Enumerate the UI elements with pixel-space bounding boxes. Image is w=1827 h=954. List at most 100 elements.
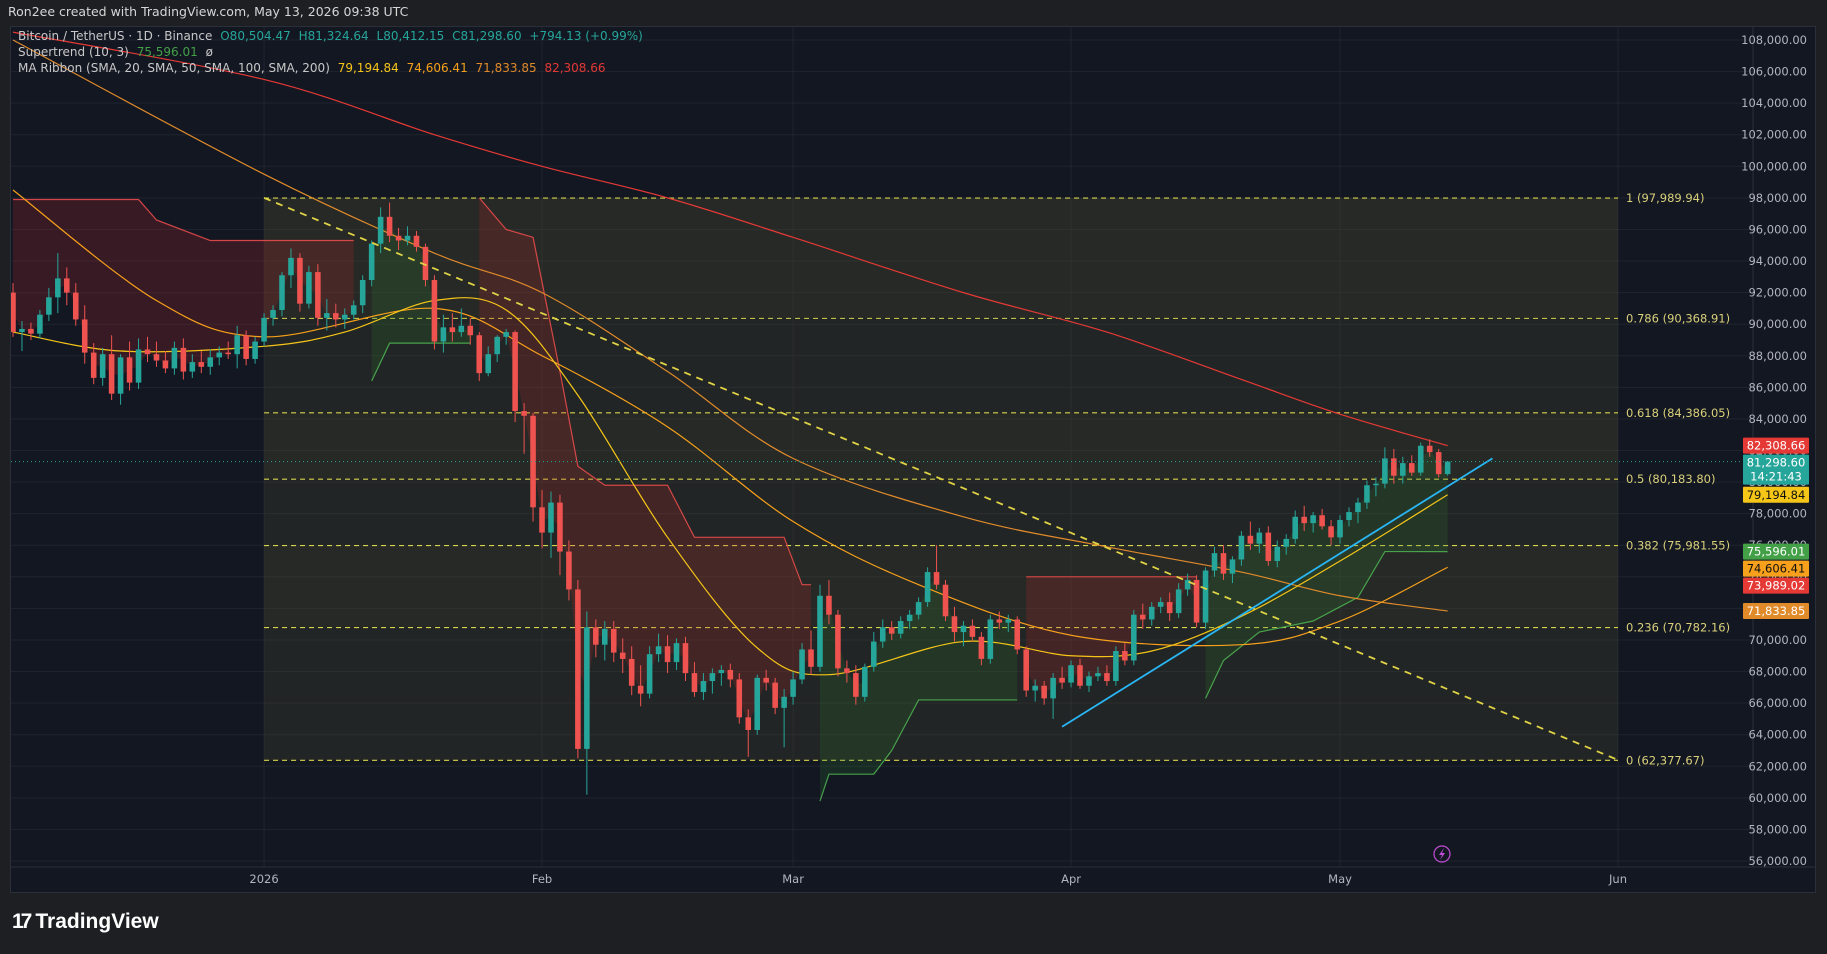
candle-body bbox=[673, 643, 680, 663]
candle bbox=[1355, 497, 1361, 524]
supertrend-label[interactable]: Supertrend (10, 3) bbox=[18, 45, 129, 59]
tradingview-logo[interactable]: 17 TradingView bbox=[12, 910, 159, 934]
candle-body bbox=[162, 360, 169, 369]
symbol-name[interactable]: Bitcoin / TetherUS · 1D · Binance bbox=[18, 29, 213, 43]
candle bbox=[1444, 461, 1451, 476]
fib-level-label: 0.236 (70,782.16) bbox=[1626, 621, 1730, 635]
candle bbox=[386, 202, 393, 243]
candle bbox=[646, 646, 653, 699]
candle bbox=[790, 671, 796, 705]
fib-zone bbox=[264, 627, 1618, 761]
candle-body bbox=[781, 696, 787, 708]
candle-body bbox=[368, 243, 375, 280]
candle bbox=[808, 630, 814, 675]
price-tag-bg bbox=[1743, 543, 1809, 560]
candle-body bbox=[530, 415, 536, 508]
candle bbox=[817, 584, 823, 672]
candle-body bbox=[1139, 614, 1146, 620]
candle bbox=[772, 677, 778, 715]
candle bbox=[1274, 540, 1281, 568]
candle-body bbox=[1220, 553, 1227, 574]
candle-body bbox=[395, 235, 402, 241]
chart-panel[interactable]: 1 (97,989.94) 0.786 (90,368.91) 0.618 (84,… bbox=[10, 26, 1816, 893]
candle bbox=[341, 308, 348, 329]
supertrend-up-fill bbox=[819, 578, 1018, 802]
supertrend-legend: Supertrend (10, 3) 75,596.01 ø bbox=[18, 45, 217, 59]
candle-body bbox=[593, 627, 599, 645]
price-tick-label: 62,000.00 bbox=[1748, 759, 1807, 773]
price-tick-label: 102,000.00 bbox=[1741, 128, 1807, 142]
tradingview-logo-icon: 17 bbox=[12, 910, 32, 933]
candle-body bbox=[1417, 445, 1424, 473]
ohlc-close: C81,298.60 bbox=[452, 29, 522, 43]
candle-body bbox=[404, 235, 411, 241]
candle-body bbox=[1373, 483, 1379, 486]
fib-zone bbox=[264, 545, 1618, 628]
candle-body bbox=[1319, 515, 1325, 527]
lightning-icon bbox=[1433, 845, 1451, 863]
candle-body bbox=[619, 652, 626, 659]
candle-body bbox=[817, 595, 823, 667]
price-tick-label: 104,000.00 bbox=[1741, 96, 1807, 110]
candle-body bbox=[1382, 458, 1388, 484]
candle-body bbox=[628, 658, 635, 686]
sma20-value: 79,194.84 bbox=[337, 61, 399, 75]
candle bbox=[1426, 439, 1433, 457]
candle-body bbox=[521, 411, 527, 416]
candle bbox=[485, 346, 492, 377]
candle-body bbox=[897, 621, 904, 634]
price-tick-label: 88,000.00 bbox=[1748, 349, 1807, 363]
candle bbox=[108, 335, 115, 400]
candle bbox=[476, 332, 483, 382]
candle bbox=[37, 309, 43, 339]
candle-body bbox=[315, 272, 321, 318]
candle bbox=[1095, 666, 1101, 682]
candle-body bbox=[359, 279, 366, 306]
price-tick-label: 106,000.00 bbox=[1741, 65, 1807, 79]
candle-body bbox=[1202, 570, 1209, 623]
candle-body bbox=[987, 619, 994, 659]
candle bbox=[279, 272, 285, 317]
supertrend-extra: ø bbox=[205, 45, 213, 59]
candle bbox=[512, 330, 518, 423]
ascending-trendline bbox=[1061, 457, 1493, 728]
candle-body bbox=[171, 347, 178, 369]
candle bbox=[763, 669, 769, 691]
price-tag-label: 79,194.84 bbox=[1747, 488, 1806, 502]
candle-body bbox=[1364, 485, 1370, 503]
candle bbox=[1382, 447, 1388, 489]
candle bbox=[1292, 510, 1298, 544]
candle bbox=[377, 207, 384, 254]
price-tick-label: 78,000.00 bbox=[1748, 507, 1807, 521]
candle-body bbox=[915, 602, 922, 615]
candle-body bbox=[1247, 535, 1254, 544]
candle bbox=[1400, 456, 1406, 484]
candle bbox=[1391, 448, 1397, 484]
price-chart[interactable]: 1 (97,989.94) 0.786 (90,368.91) 0.618 (84,… bbox=[11, 27, 1816, 893]
candle bbox=[252, 336, 258, 364]
supertrend-up-fill bbox=[1205, 448, 1448, 699]
candle bbox=[566, 540, 572, 601]
candle-body bbox=[691, 673, 698, 693]
plot-area bbox=[11, 31, 1753, 802]
candle-body bbox=[261, 317, 267, 342]
candle bbox=[1131, 609, 1137, 666]
candle bbox=[243, 330, 249, 366]
candle-body bbox=[503, 332, 509, 337]
candle bbox=[619, 638, 626, 674]
candle-body bbox=[772, 682, 778, 708]
candle-body bbox=[180, 347, 187, 372]
candle bbox=[55, 253, 61, 314]
candle bbox=[1175, 583, 1182, 618]
candle-body bbox=[888, 627, 895, 634]
candle bbox=[951, 606, 958, 642]
candle bbox=[844, 660, 850, 683]
candle bbox=[879, 619, 886, 648]
candle-body bbox=[1166, 602, 1173, 614]
sma50-value: 74,606.41 bbox=[406, 61, 468, 75]
candle-body bbox=[1059, 677, 1065, 683]
price-tag-label: 74,606.41 bbox=[1747, 562, 1806, 576]
candle-body bbox=[584, 627, 590, 749]
ma-ribbon-label[interactable]: MA Ribbon (SMA, 20, SMA, 50, SMA, 100, S… bbox=[18, 61, 330, 75]
candle-body bbox=[108, 354, 115, 394]
